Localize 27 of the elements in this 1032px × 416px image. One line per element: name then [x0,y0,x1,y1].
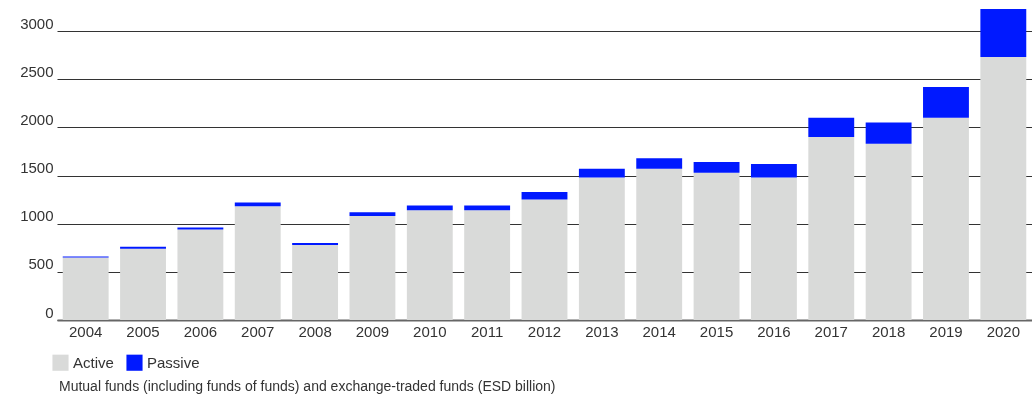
y-tick-label: 1500 [20,159,54,177]
x-tick-label: 2011 [471,322,504,340]
x-tick-label: 2016 [757,322,791,340]
text: Mutual funds (including funds of funds) and exchange-traded funds (ESD billion) [59,378,556,394]
legend-label: Active [73,353,114,371]
legend-label: Passive [147,353,200,371]
x-tick-label: 2013 [585,322,619,340]
y-tick-label: 2500 [20,62,54,80]
x-tick-label: 2014 [642,322,676,340]
x-tick-label: 2017 [814,322,848,340]
x-tick-label: 2018 [871,322,906,340]
y-tick-label: 0 [45,303,54,321]
x-tick-label: 2004 [68,322,103,340]
x-tick-label: 2020 [986,322,1021,340]
x-tick-label: 2015 [699,322,734,340]
x-tick-label: 2009 [355,322,390,340]
x-tick-label: 2019 [929,322,963,340]
y-tick-label: 1000 [20,207,54,225]
x-tick-label: 2012 [527,322,562,340]
x-tick-label: 2010 [413,322,447,340]
x-tick-label: 2008 [298,322,332,340]
y-tick-label: 500 [28,255,54,273]
x-tick-label: 2006 [183,322,218,340]
x-tick-label: 2005 [126,322,160,340]
y-tick-label: 3000 [20,14,54,32]
y-tick-label: 2000 [20,110,54,128]
x-tick-label: 2007 [241,322,275,340]
